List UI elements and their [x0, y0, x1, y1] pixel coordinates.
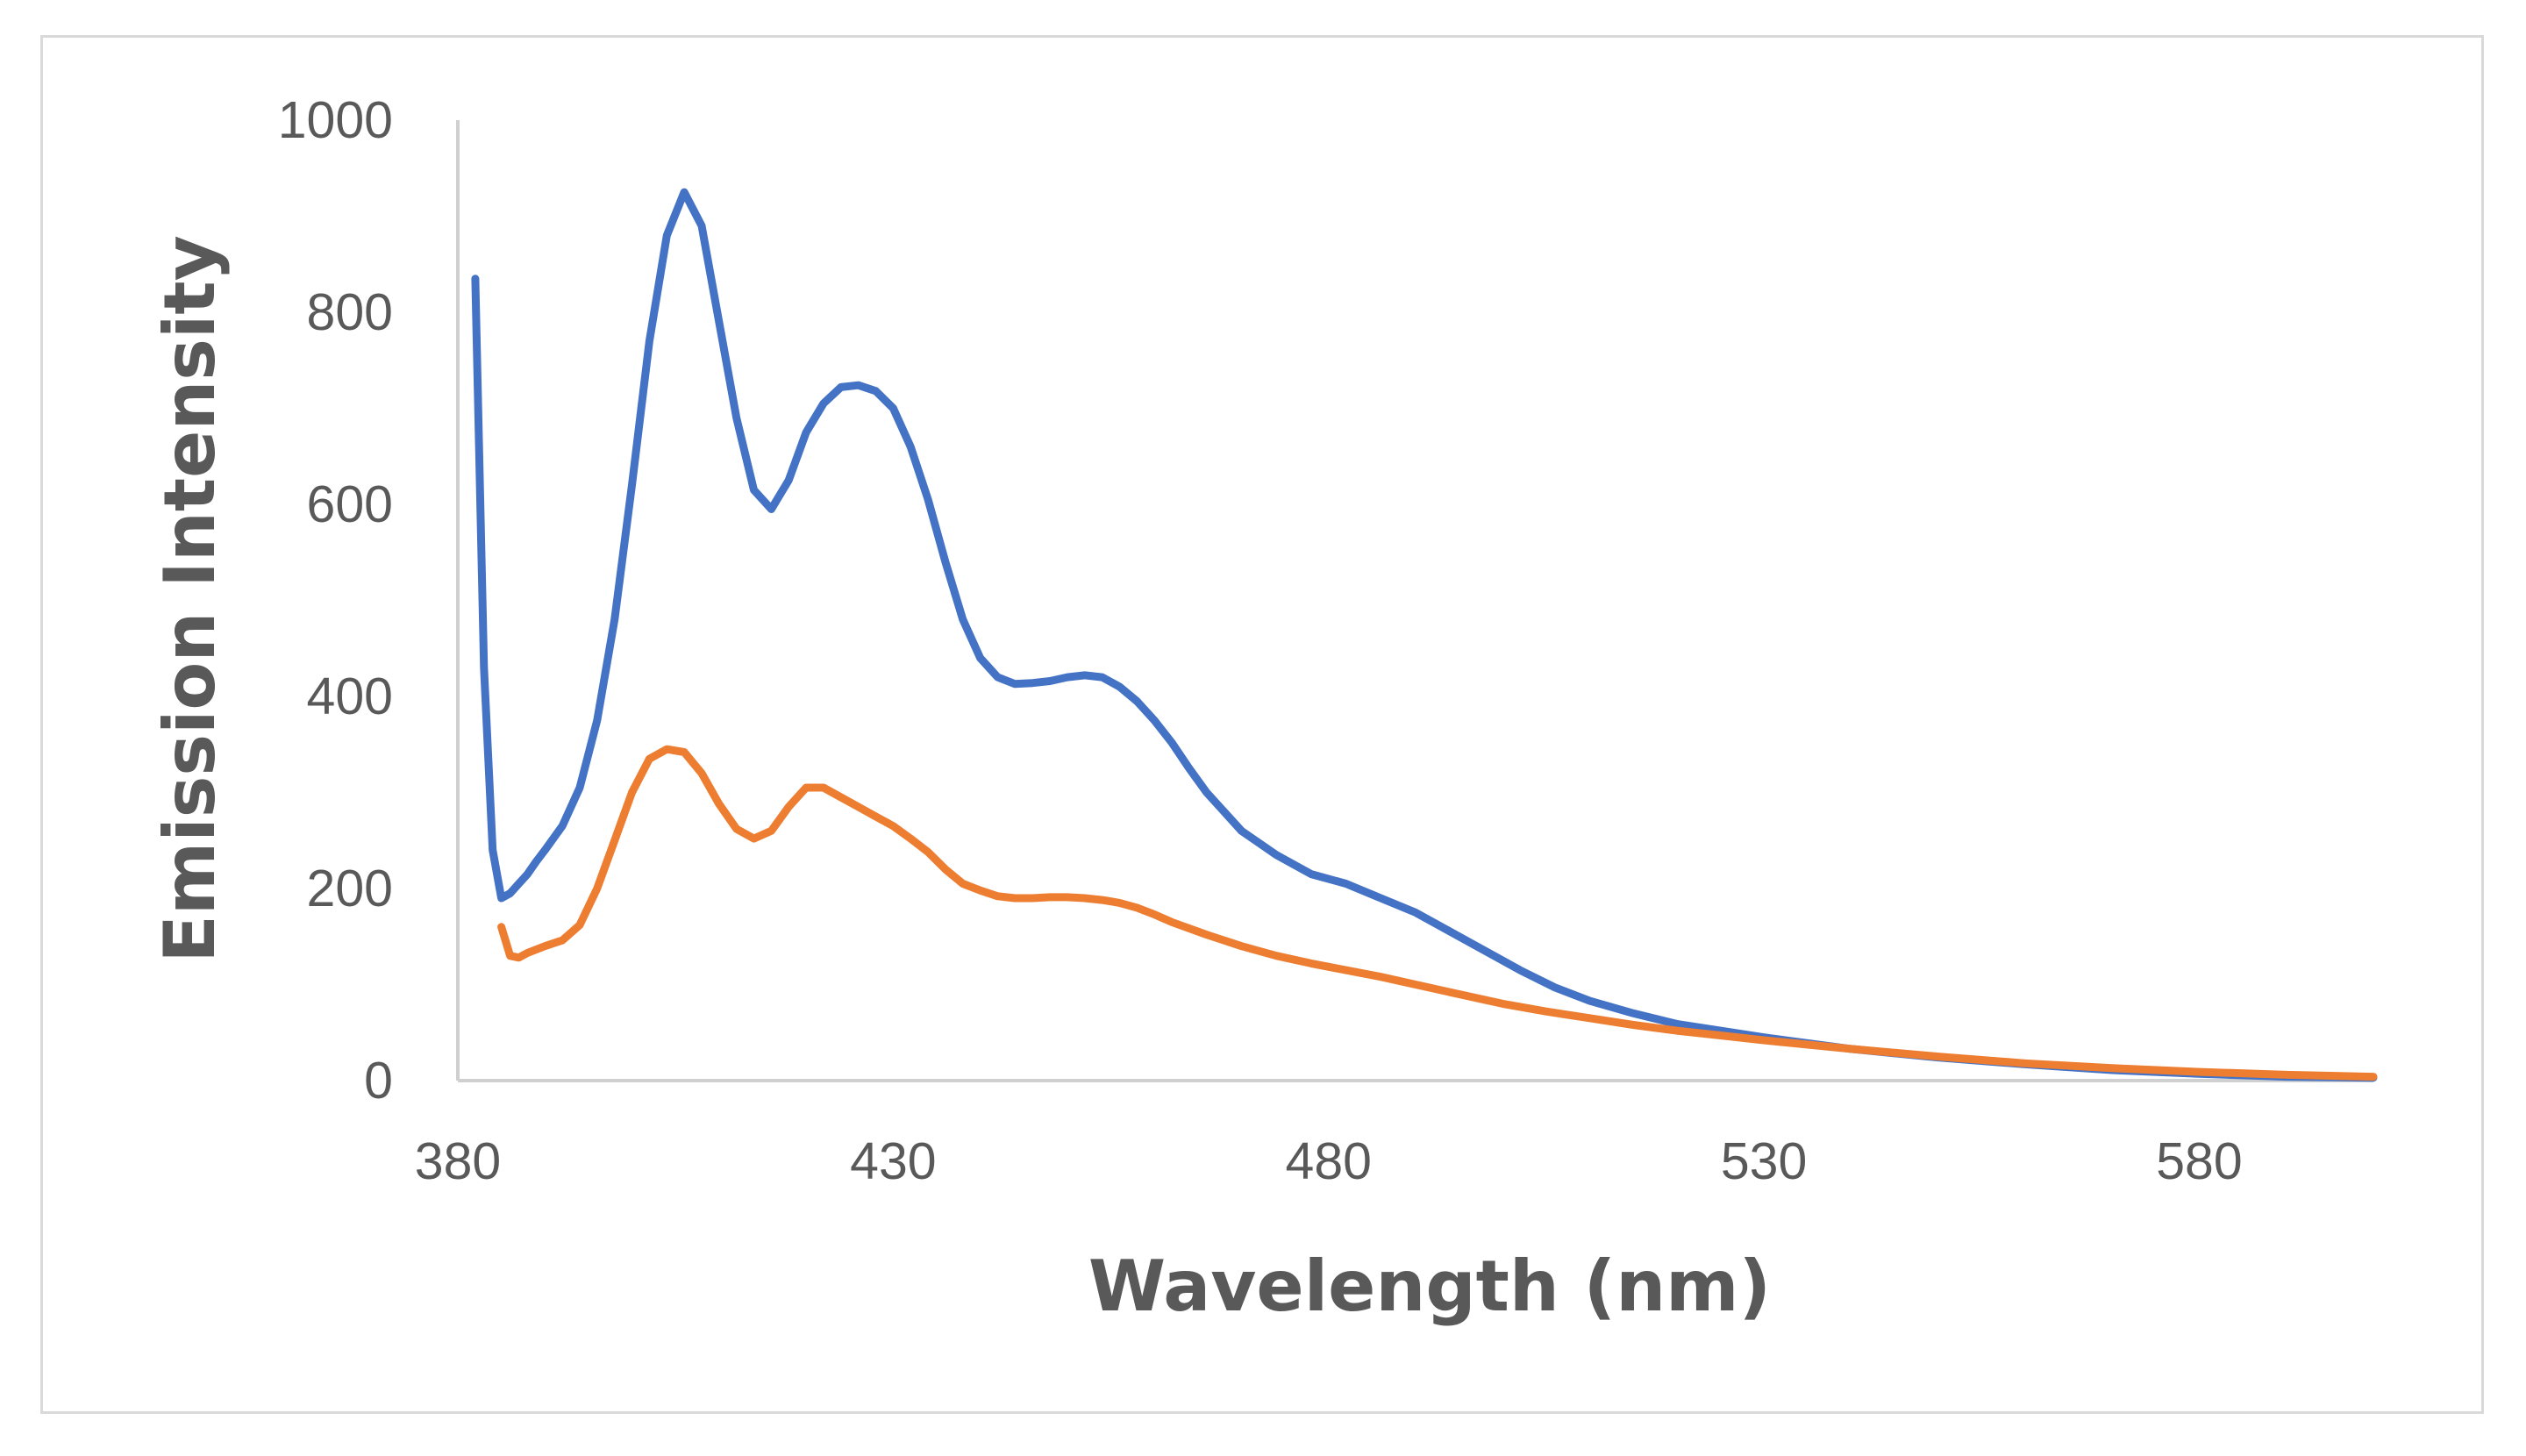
x-tick-label: 530 — [1721, 1132, 1807, 1190]
series-layer — [471, 188, 2378, 1082]
x-tick-label: 480 — [1286, 1132, 1372, 1190]
chart-frame — [40, 35, 2484, 1414]
y-tick-label: 0 — [364, 1052, 393, 1110]
x-tick-label: 430 — [850, 1132, 936, 1190]
x-tick-labels: 380 430 480 530 580 — [415, 1132, 2243, 1190]
x-axis-title: Wavelength (nm) — [1088, 1245, 1771, 1327]
x-tick-label: 580 — [2156, 1132, 2242, 1190]
series-line-2 — [497, 745, 2378, 1081]
y-tick-label: 200 — [307, 860, 393, 917]
y-tick-label: 1000 — [278, 91, 393, 149]
y-axis-title: Emission Intensity — [149, 235, 231, 962]
y-tick-label: 600 — [307, 475, 393, 533]
y-tick-label: 400 — [307, 667, 393, 725]
x-tick-label: 380 — [415, 1132, 501, 1190]
y-tick-labels: 0 200 400 600 800 1000 — [278, 91, 393, 1110]
y-tick-label: 800 — [307, 283, 393, 341]
series-line-1 — [471, 188, 2378, 1082]
